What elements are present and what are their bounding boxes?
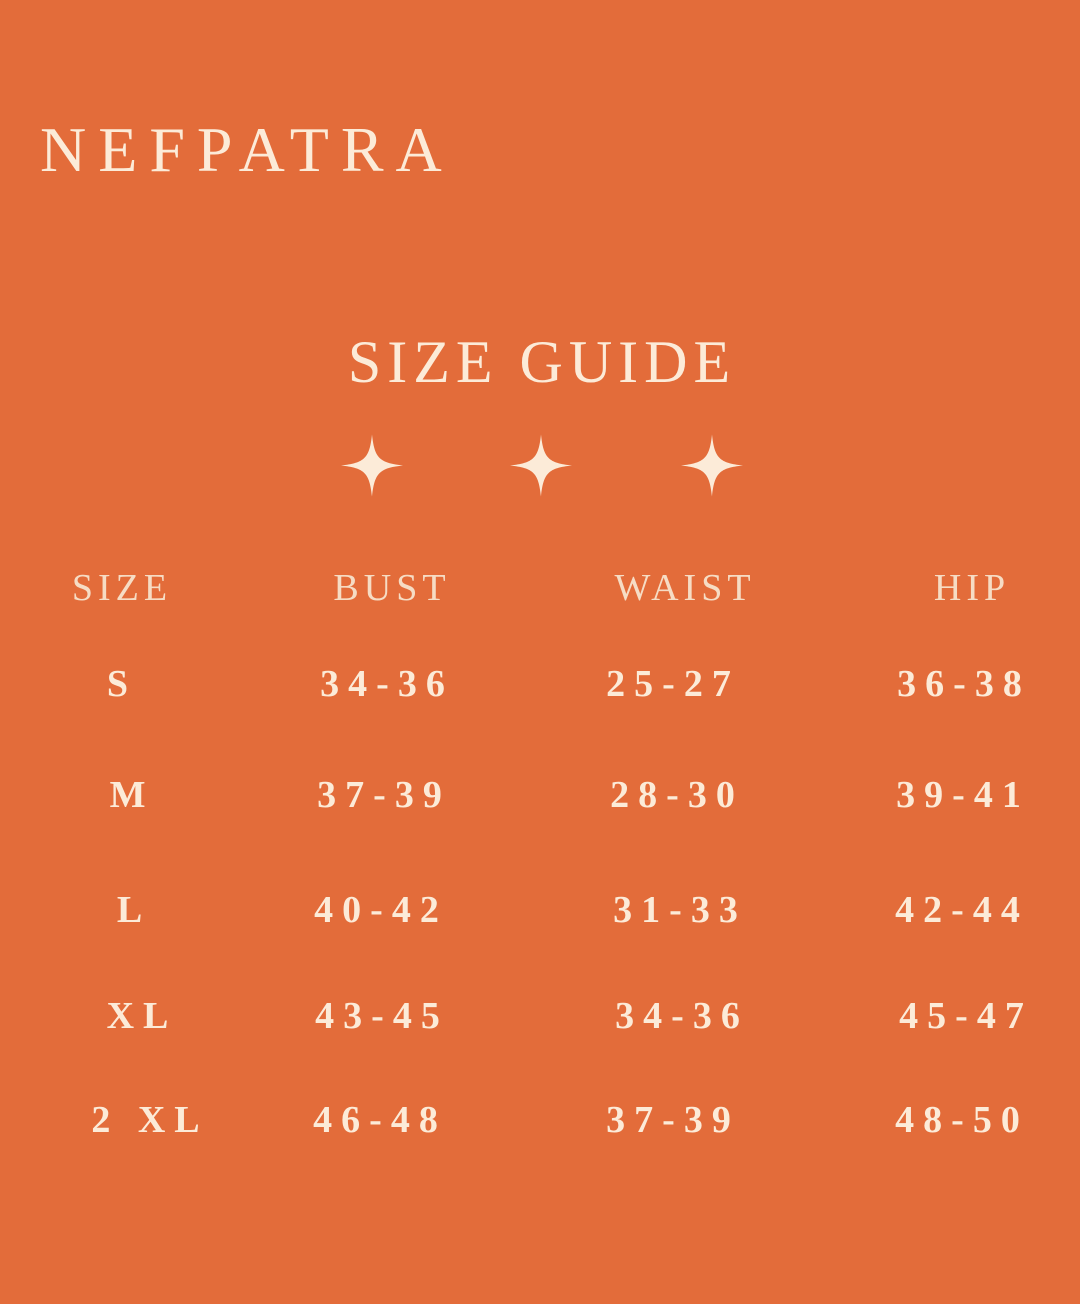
column-header-waist: WAIST [614, 567, 756, 609]
bust-value: 37-39 [317, 774, 451, 816]
column-header-hip: HIP [933, 567, 1011, 609]
waist-value: 25-27 [606, 663, 740, 705]
sparkle-star-icon [681, 434, 743, 502]
hip-value: 36-38 [897, 663, 1031, 705]
column-header-size: SIZE [71, 567, 173, 609]
hip-value: 48-50 [895, 1099, 1029, 1141]
hip-value: 45-47 [899, 995, 1033, 1037]
waist-value: 31-33 [613, 889, 747, 931]
sparkle-star-icon [341, 434, 403, 502]
size-label: XL [106, 995, 178, 1037]
column-header-bust: BUST [333, 567, 451, 609]
size-label: M [109, 774, 155, 816]
bust-value: 43-45 [315, 995, 449, 1037]
bust-value: 40-42 [314, 889, 448, 931]
waist-value: 37-39 [606, 1099, 740, 1141]
waist-value: 28-30 [610, 774, 744, 816]
hip-value: 42-44 [895, 889, 1029, 931]
sparkle-star-icon [510, 434, 572, 502]
size-label: 2 XL [91, 1099, 209, 1141]
bust-value: 46-48 [313, 1099, 447, 1141]
waist-value: 34-36 [615, 995, 749, 1037]
size-label: S [106, 663, 138, 705]
page-title: SIZE GUIDE [347, 329, 737, 395]
hip-value: 39-41 [896, 774, 1030, 816]
brand-logo: NEFPATRA [40, 114, 454, 185]
size-label: L [116, 889, 152, 931]
bust-value: 34-36 [320, 663, 454, 705]
